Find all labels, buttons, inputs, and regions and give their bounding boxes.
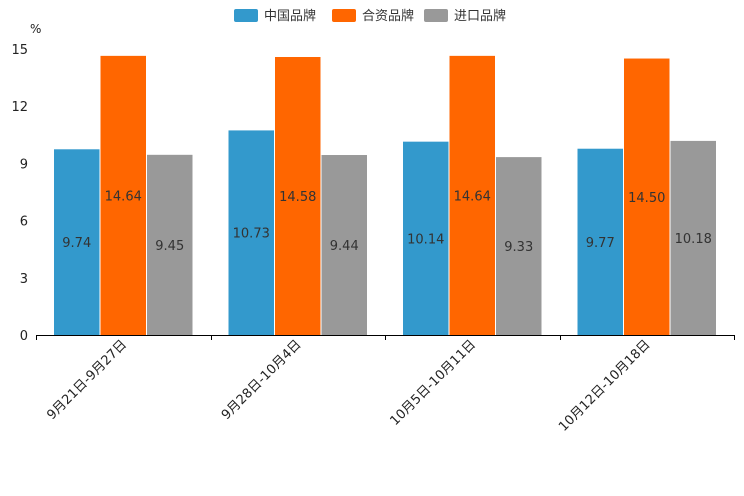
bar xyxy=(228,130,274,335)
x-tick-label: 10月5日-10月11日 xyxy=(387,337,479,429)
bar-value-label: 10.73 xyxy=(233,227,270,242)
x-tick-label: 9月21日-9月27日 xyxy=(44,337,130,423)
bar-value-label: 14.58 xyxy=(279,190,316,205)
bar xyxy=(624,58,670,336)
y-tick-label: 9 xyxy=(20,157,28,172)
bars: 9.74 14.64 9.45 10.73 14.58 9.44 10.14 14.64 9.3… xyxy=(54,55,716,336)
x-tick-label: 9月28日-10月4日 xyxy=(219,337,305,423)
y-axis-unit: % xyxy=(30,22,41,36)
bar-value-label: 14.50 xyxy=(628,191,665,206)
bar xyxy=(100,55,146,335)
y-tick-label: 6 xyxy=(20,215,28,230)
bar xyxy=(577,148,623,335)
x-axis: 9月21日-9月27日 9月28日-10月4日 10月5日-10月11日 10月12日… xyxy=(36,335,735,435)
x-tick-label: 10月12日-10月18日 xyxy=(556,337,653,434)
y-tick-label: 0 xyxy=(20,329,28,344)
bar xyxy=(449,55,495,335)
bar-value-label: 9.33 xyxy=(504,240,533,255)
bar xyxy=(321,155,367,335)
legend-label: 合资品牌 xyxy=(362,8,414,24)
bar xyxy=(496,157,542,335)
y-tick-label: 3 xyxy=(20,272,28,287)
bar xyxy=(403,141,449,335)
bar-value-label: 14.64 xyxy=(454,189,491,204)
y-tick-label: 15 xyxy=(11,43,28,58)
legend-swatch xyxy=(234,9,258,22)
legend-label: 进口品牌 xyxy=(454,8,506,24)
bar-value-label: 10.18 xyxy=(675,232,712,247)
bar xyxy=(670,140,716,335)
bar-value-label: 9.44 xyxy=(330,239,359,254)
legend: 中国品牌 合资品牌 进口品牌 xyxy=(234,8,506,24)
bar xyxy=(275,57,321,336)
legend-label: 中国品牌 xyxy=(264,8,316,24)
bar-value-label: 14.64 xyxy=(105,189,142,204)
legend-swatch xyxy=(424,9,448,22)
y-tick-label: 12 xyxy=(11,100,28,115)
y-axis: 0 3 6 9 12 15 xyxy=(11,43,28,344)
bar-value-label: 9.45 xyxy=(155,239,184,254)
bar-value-label: 9.77 xyxy=(586,236,615,251)
legend-swatch xyxy=(332,9,356,22)
bar-value-label: 10.14 xyxy=(407,232,444,247)
bar xyxy=(54,149,100,335)
bar xyxy=(147,154,193,335)
bar-value-label: 9.74 xyxy=(62,236,91,251)
